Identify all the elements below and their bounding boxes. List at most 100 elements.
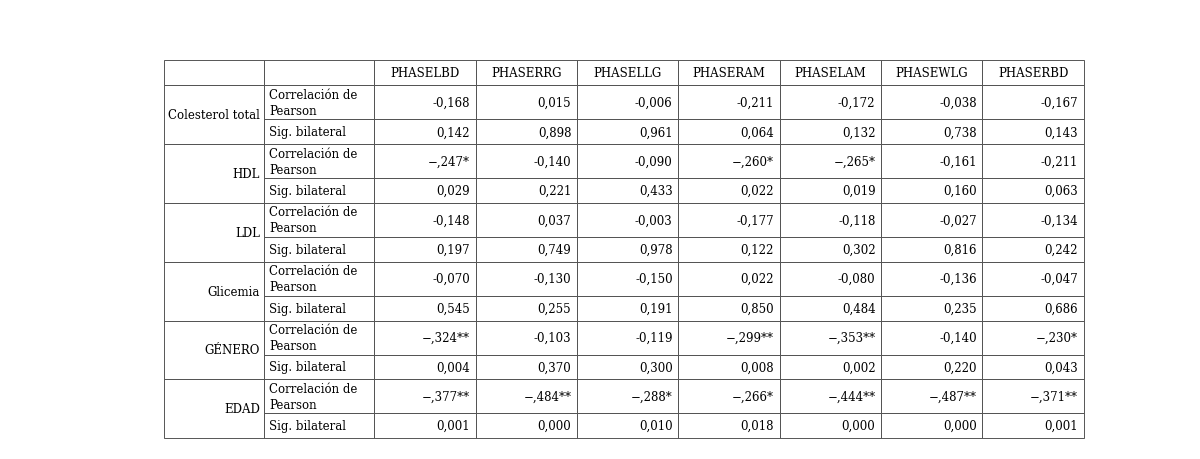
Text: 0,037: 0,037 bbox=[538, 214, 571, 227]
Text: -0,172: -0,172 bbox=[838, 97, 876, 110]
Text: 0,000: 0,000 bbox=[943, 420, 977, 432]
Bar bbox=[983, 262, 1084, 296]
Text: 0,142: 0,142 bbox=[437, 126, 470, 139]
Bar bbox=[264, 86, 374, 120]
Text: Correlación de
Pearson: Correlación de Pearson bbox=[269, 89, 358, 118]
Text: −,444**: −,444** bbox=[827, 390, 876, 403]
Bar bbox=[983, 355, 1084, 380]
Bar bbox=[264, 120, 374, 145]
Bar bbox=[374, 296, 475, 321]
Text: -0,119: -0,119 bbox=[635, 331, 673, 344]
Bar bbox=[374, 414, 475, 438]
Text: PHASELAM: PHASELAM bbox=[794, 67, 866, 80]
Text: 0,370: 0,370 bbox=[538, 361, 571, 374]
Bar bbox=[264, 237, 374, 262]
Text: -0,211: -0,211 bbox=[737, 97, 774, 110]
Bar bbox=[264, 355, 374, 380]
Text: 0,018: 0,018 bbox=[740, 420, 774, 432]
Bar bbox=[164, 145, 264, 203]
Bar bbox=[374, 61, 475, 86]
Bar bbox=[264, 414, 374, 438]
Text: 0,063: 0,063 bbox=[1044, 185, 1078, 198]
Bar bbox=[678, 262, 780, 296]
Bar bbox=[577, 203, 678, 237]
Text: 0,433: 0,433 bbox=[638, 185, 673, 198]
Bar bbox=[678, 296, 780, 321]
Text: 0,064: 0,064 bbox=[740, 126, 774, 139]
Bar bbox=[678, 61, 780, 86]
Text: 0,001: 0,001 bbox=[437, 420, 470, 432]
Bar bbox=[780, 179, 881, 203]
Bar bbox=[475, 61, 577, 86]
Bar bbox=[983, 86, 1084, 120]
Bar bbox=[678, 355, 780, 380]
Text: 0,235: 0,235 bbox=[943, 302, 977, 315]
Bar bbox=[881, 61, 983, 86]
Bar bbox=[881, 86, 983, 120]
Text: 0,221: 0,221 bbox=[538, 185, 571, 198]
Text: Correlación de
Pearson: Correlación de Pearson bbox=[269, 265, 358, 294]
Text: Sig. bilateral: Sig. bilateral bbox=[269, 185, 346, 198]
Bar bbox=[164, 321, 264, 380]
Text: EDAD: EDAD bbox=[224, 403, 259, 415]
Bar bbox=[881, 237, 983, 262]
Bar bbox=[983, 61, 1084, 86]
Bar bbox=[374, 145, 475, 179]
Bar bbox=[983, 237, 1084, 262]
Bar bbox=[475, 203, 577, 237]
Text: 0,738: 0,738 bbox=[943, 126, 977, 139]
Bar bbox=[780, 61, 881, 86]
Text: 0,220: 0,220 bbox=[943, 361, 977, 374]
Text: -0,090: -0,090 bbox=[635, 155, 673, 168]
Bar bbox=[374, 86, 475, 120]
Bar bbox=[164, 380, 264, 438]
Text: 0,484: 0,484 bbox=[841, 302, 876, 315]
Text: 0,022: 0,022 bbox=[740, 185, 774, 198]
Text: −,324**: −,324** bbox=[422, 331, 470, 344]
Bar bbox=[374, 120, 475, 145]
Bar bbox=[881, 262, 983, 296]
Text: -0,168: -0,168 bbox=[432, 97, 470, 110]
Text: -0,136: -0,136 bbox=[940, 273, 977, 285]
Bar bbox=[983, 380, 1084, 414]
Text: -0,161: -0,161 bbox=[940, 155, 977, 168]
Text: Sig. bilateral: Sig. bilateral bbox=[269, 302, 346, 315]
Text: 0,022: 0,022 bbox=[740, 273, 774, 285]
Text: 0,000: 0,000 bbox=[841, 420, 876, 432]
Text: PHASERRG: PHASERRG bbox=[491, 67, 562, 80]
Text: -0,148: -0,148 bbox=[432, 214, 470, 227]
Bar bbox=[264, 145, 374, 179]
Text: 0,749: 0,749 bbox=[538, 243, 571, 256]
Text: 0,132: 0,132 bbox=[842, 126, 876, 139]
Text: 0,143: 0,143 bbox=[1044, 126, 1078, 139]
Text: 0,015: 0,015 bbox=[538, 97, 571, 110]
Text: −,299**: −,299** bbox=[726, 331, 774, 344]
Text: -0,006: -0,006 bbox=[635, 97, 673, 110]
Bar bbox=[983, 145, 1084, 179]
Bar bbox=[475, 120, 577, 145]
Bar bbox=[264, 179, 374, 203]
Bar bbox=[780, 203, 881, 237]
Bar bbox=[678, 237, 780, 262]
Bar bbox=[164, 86, 264, 145]
Bar bbox=[374, 237, 475, 262]
Bar bbox=[475, 296, 577, 321]
Bar bbox=[678, 86, 780, 120]
Text: 0,010: 0,010 bbox=[640, 420, 673, 432]
Text: 0,197: 0,197 bbox=[437, 243, 470, 256]
Text: 0,686: 0,686 bbox=[1044, 302, 1078, 315]
Text: 0,850: 0,850 bbox=[740, 302, 774, 315]
Bar bbox=[475, 179, 577, 203]
Bar bbox=[678, 179, 780, 203]
Bar bbox=[983, 203, 1084, 237]
Text: −,484**: −,484** bbox=[523, 390, 571, 403]
Text: 0,029: 0,029 bbox=[437, 185, 470, 198]
Text: 0,043: 0,043 bbox=[1044, 361, 1078, 374]
Bar bbox=[678, 120, 780, 145]
Text: HDL: HDL bbox=[233, 168, 259, 181]
Text: 0,160: 0,160 bbox=[943, 185, 977, 198]
Text: Sig. bilateral: Sig. bilateral bbox=[269, 361, 346, 374]
Text: 0,191: 0,191 bbox=[640, 302, 673, 315]
Text: GÉNERO: GÉNERO bbox=[204, 344, 259, 357]
Bar bbox=[780, 355, 881, 380]
